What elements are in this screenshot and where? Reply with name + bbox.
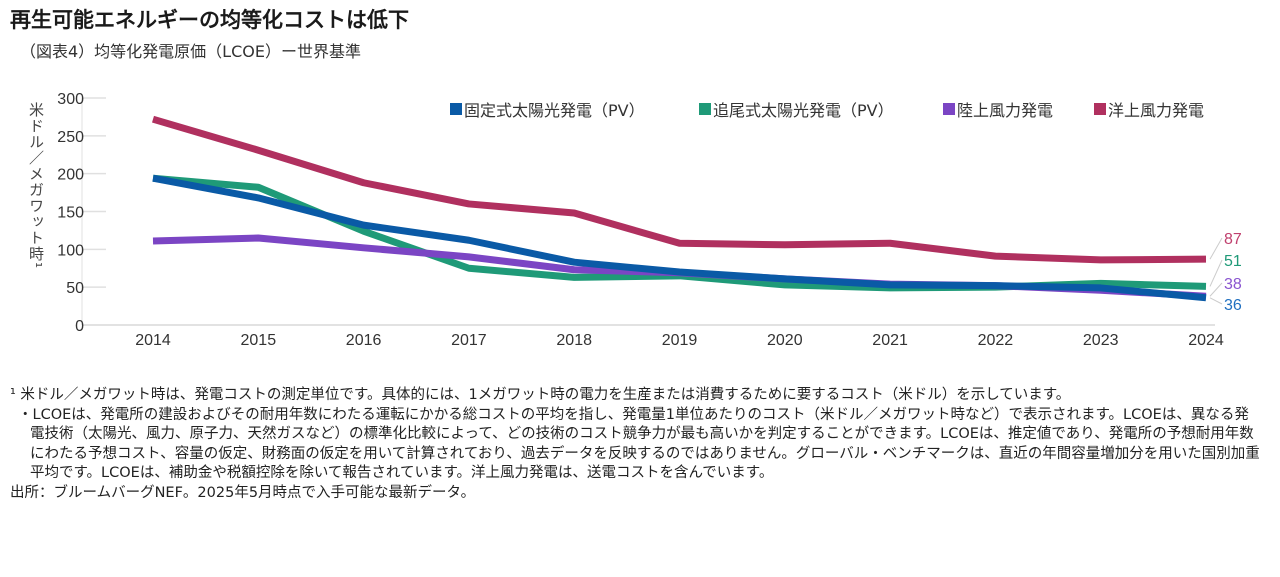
end-value-label: 51 (1224, 253, 1242, 270)
lcoe-line-chart: 0 50 100 150 200 250 300 2014 2015 2016 2017 2018 20… (57, 91, 1242, 349)
leader-line (1209, 259, 1223, 287)
leader-line (1209, 297, 1223, 305)
y-tick-label: 250 (57, 129, 84, 146)
legend-label: 固定式太陽光発電（PV） (464, 101, 645, 120)
end-value-label: 38 (1224, 276, 1242, 293)
legend-label: 陸上風力発電 (957, 101, 1053, 120)
legend-label: 洋上風力発電 (1108, 101, 1204, 120)
page-title: 再生可能エネルギーの均等化コストは低下 (10, 8, 409, 32)
x-tick-label: 2018 (556, 332, 592, 349)
legend-swatch (699, 103, 711, 115)
leader-line (1209, 237, 1223, 260)
legend-swatch (943, 103, 955, 115)
legend-swatch (1094, 103, 1106, 115)
x-tick-label: 2024 (1188, 332, 1224, 349)
leader-line (1209, 282, 1223, 297)
end-value-label: 87 (1224, 231, 1242, 248)
y-tick-label: 200 (57, 167, 84, 184)
x-tick-label: 2014 (135, 332, 171, 349)
chart-subtitle: （図表4）均等化発電原価（LCOE）ー世界基準 (20, 42, 361, 61)
y-tick-label: 150 (57, 205, 84, 222)
series-line-1 (152, 174, 1207, 302)
x-tick-label: 2020 (767, 332, 803, 349)
legend-swatch (450, 103, 462, 115)
x-tick-label: 2021 (872, 332, 908, 349)
x-tick-label: 2023 (1083, 332, 1119, 349)
legend-label: 追尾式太陽光発電（PV） (713, 101, 894, 120)
y-tick-label: 50 (66, 280, 84, 297)
footnotes: ¹ 米ドル／メガワット時は、発電コストの測定単位です。具体的には、1メガワット時… (10, 386, 1260, 503)
footnote-lcoe: ・LCOEは、発電所の建設およびその耐用年数にわたる運転にかかる総コストの平均を… (18, 406, 1260, 482)
x-tick-label: 2022 (978, 332, 1014, 349)
x-tick-label: 2015 (241, 332, 277, 349)
end-value-label: 36 (1224, 297, 1242, 314)
y-tick-label: 100 (57, 242, 84, 259)
y-tick-label: 300 (57, 91, 84, 108)
y-tick-label: 0 (75, 318, 84, 335)
y-axis-label: 米ドル／メガワット時¹ (27, 102, 45, 270)
x-tick-label: 2016 (346, 332, 382, 349)
series-line-4 (152, 115, 1207, 264)
x-tick-label: 2017 (451, 332, 487, 349)
footnote-unit: ¹ 米ドル／メガワット時は、発電コストの測定単位です。具体的には、1メガワット時… (10, 387, 1071, 403)
source-note: 出所：ブルームバーグNEF。2025年5月時点で入手可能な最新データ。 (10, 484, 476, 501)
x-tick-label: 2019 (662, 332, 698, 349)
